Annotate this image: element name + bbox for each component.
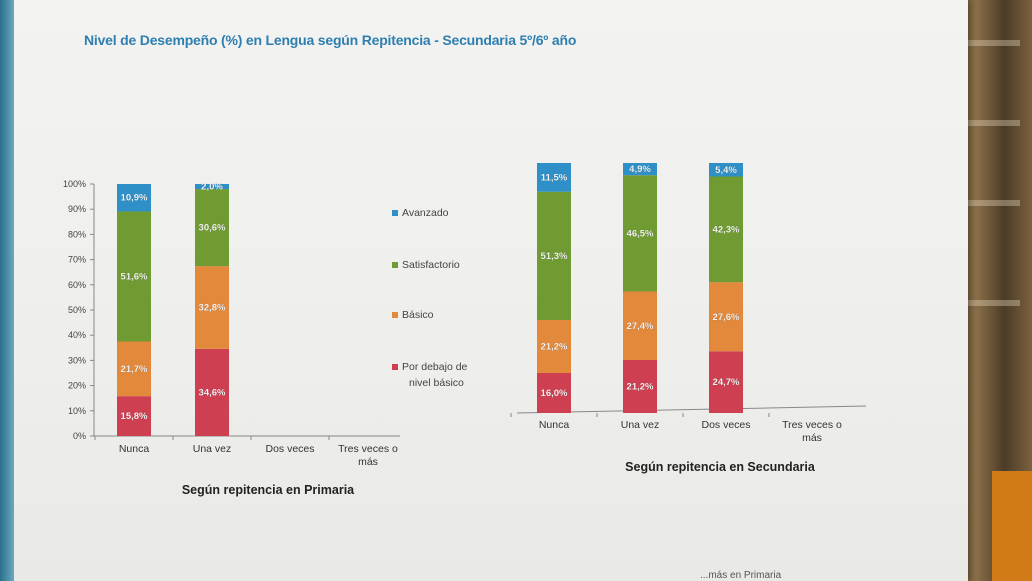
data-label: 4,9% <box>629 164 651 175</box>
fabric-stripe <box>950 120 1020 126</box>
x-category-label: Nunca <box>119 443 150 455</box>
background-orange-object <box>992 471 1032 581</box>
bar-segment <box>709 351 743 413</box>
data-label: 21,2% <box>627 382 654 393</box>
bar-segment <box>537 163 571 192</box>
data-label: 46,5% <box>627 228 654 239</box>
x-category-label: Tres veces o <box>782 419 842 431</box>
data-label: 34,6% <box>199 387 226 398</box>
data-label: 16,0% <box>541 388 568 399</box>
bar-segment <box>623 291 657 360</box>
fabric-stripe <box>950 40 1020 46</box>
chart-title: Nivel de Desempeño (%) en Lengua según R… <box>84 32 577 48</box>
x-category-label: Una vez <box>193 443 232 455</box>
legend-swatch <box>392 312 398 318</box>
x-category-label: Una vez <box>621 419 660 431</box>
data-label: 2,0% <box>201 182 223 193</box>
bar-segment <box>623 163 657 176</box>
data-label: 15,8% <box>121 411 148 422</box>
x-category-label: Tres veces o <box>338 443 398 455</box>
legend-label: Por debajo de <box>402 361 468 373</box>
data-label: 32,8% <box>199 302 226 313</box>
bar-segment <box>537 373 571 413</box>
y-tick-label: 90% <box>68 204 86 214</box>
bar-segment <box>195 184 229 190</box>
data-label: 21,2% <box>541 342 568 353</box>
data-label: 51,3% <box>541 251 568 262</box>
y-tick-label: 100% <box>63 179 86 189</box>
bar-segment <box>117 341 151 397</box>
chart-canvas: 0% 10% 20% 30% 40% 50% 60% 70% 80% 90% 100% Nunca 15… <box>63 163 867 497</box>
document-page: Nivel de Desempeño (%) en Lengua según R… <box>0 0 968 581</box>
x-category-label: más <box>358 456 378 468</box>
y-tick-label: 30% <box>68 355 86 365</box>
x-category-label: Nunca <box>539 419 570 431</box>
data-label: 51,6% <box>121 271 148 282</box>
bar-segment <box>623 175 657 292</box>
data-label: 10,9% <box>121 193 148 204</box>
y-tick-label: 50% <box>68 305 86 315</box>
data-label: 27,4% <box>627 321 654 332</box>
y-tick-label: 40% <box>68 330 86 340</box>
page-edge-stripe <box>0 0 14 581</box>
bar-segment <box>709 163 743 177</box>
fabric-stripe <box>950 200 1020 206</box>
legend-label: Avanzado <box>402 207 449 219</box>
data-label: 21,7% <box>121 364 148 375</box>
x-axis-line <box>516 405 867 414</box>
y-tick-label: 0% <box>73 431 86 441</box>
bar-segment <box>537 320 571 373</box>
bar-segment <box>709 176 743 283</box>
x-category-label: Dos veces <box>265 443 314 455</box>
data-label: 11,5% <box>541 172 568 183</box>
y-tick-label: 70% <box>68 255 86 265</box>
bar-segment <box>537 191 571 320</box>
data-label: 24,7% <box>713 377 740 388</box>
fabric-stripe <box>950 300 1020 306</box>
y-tick-label: 20% <box>68 381 86 391</box>
bar-segment <box>117 184 151 212</box>
bar-segment <box>623 360 657 413</box>
data-label: 42,3% <box>713 224 740 235</box>
legend-label: Satisfactorio <box>402 259 460 271</box>
bar-segment <box>195 348 229 436</box>
legend-swatch <box>392 210 398 216</box>
bar-segment <box>117 396 151 436</box>
bar-segment <box>117 211 151 342</box>
group-caption: Según repitencia en Secundaria <box>625 460 816 474</box>
bar-segment <box>195 266 229 349</box>
data-label: 30,6% <box>199 223 226 234</box>
data-label: 27,6% <box>713 312 740 323</box>
legend-swatch <box>392 364 398 370</box>
legend-label: Básico <box>402 309 434 321</box>
x-category-label: más <box>802 432 822 444</box>
legend-label: nivel básico <box>409 377 464 389</box>
group-caption: Según repitencia en Primaria <box>182 483 355 497</box>
y-tick-label: 60% <box>68 280 86 290</box>
footer-text: ...más en Primaria <box>700 570 782 581</box>
bar-segment <box>195 189 229 267</box>
legend-swatch <box>392 262 398 268</box>
y-tick-label: 80% <box>68 229 86 239</box>
bar-segment <box>709 282 743 352</box>
x-category-label: Dos veces <box>701 419 750 431</box>
data-label: 5,4% <box>715 165 737 176</box>
y-tick-label: 10% <box>68 406 86 416</box>
